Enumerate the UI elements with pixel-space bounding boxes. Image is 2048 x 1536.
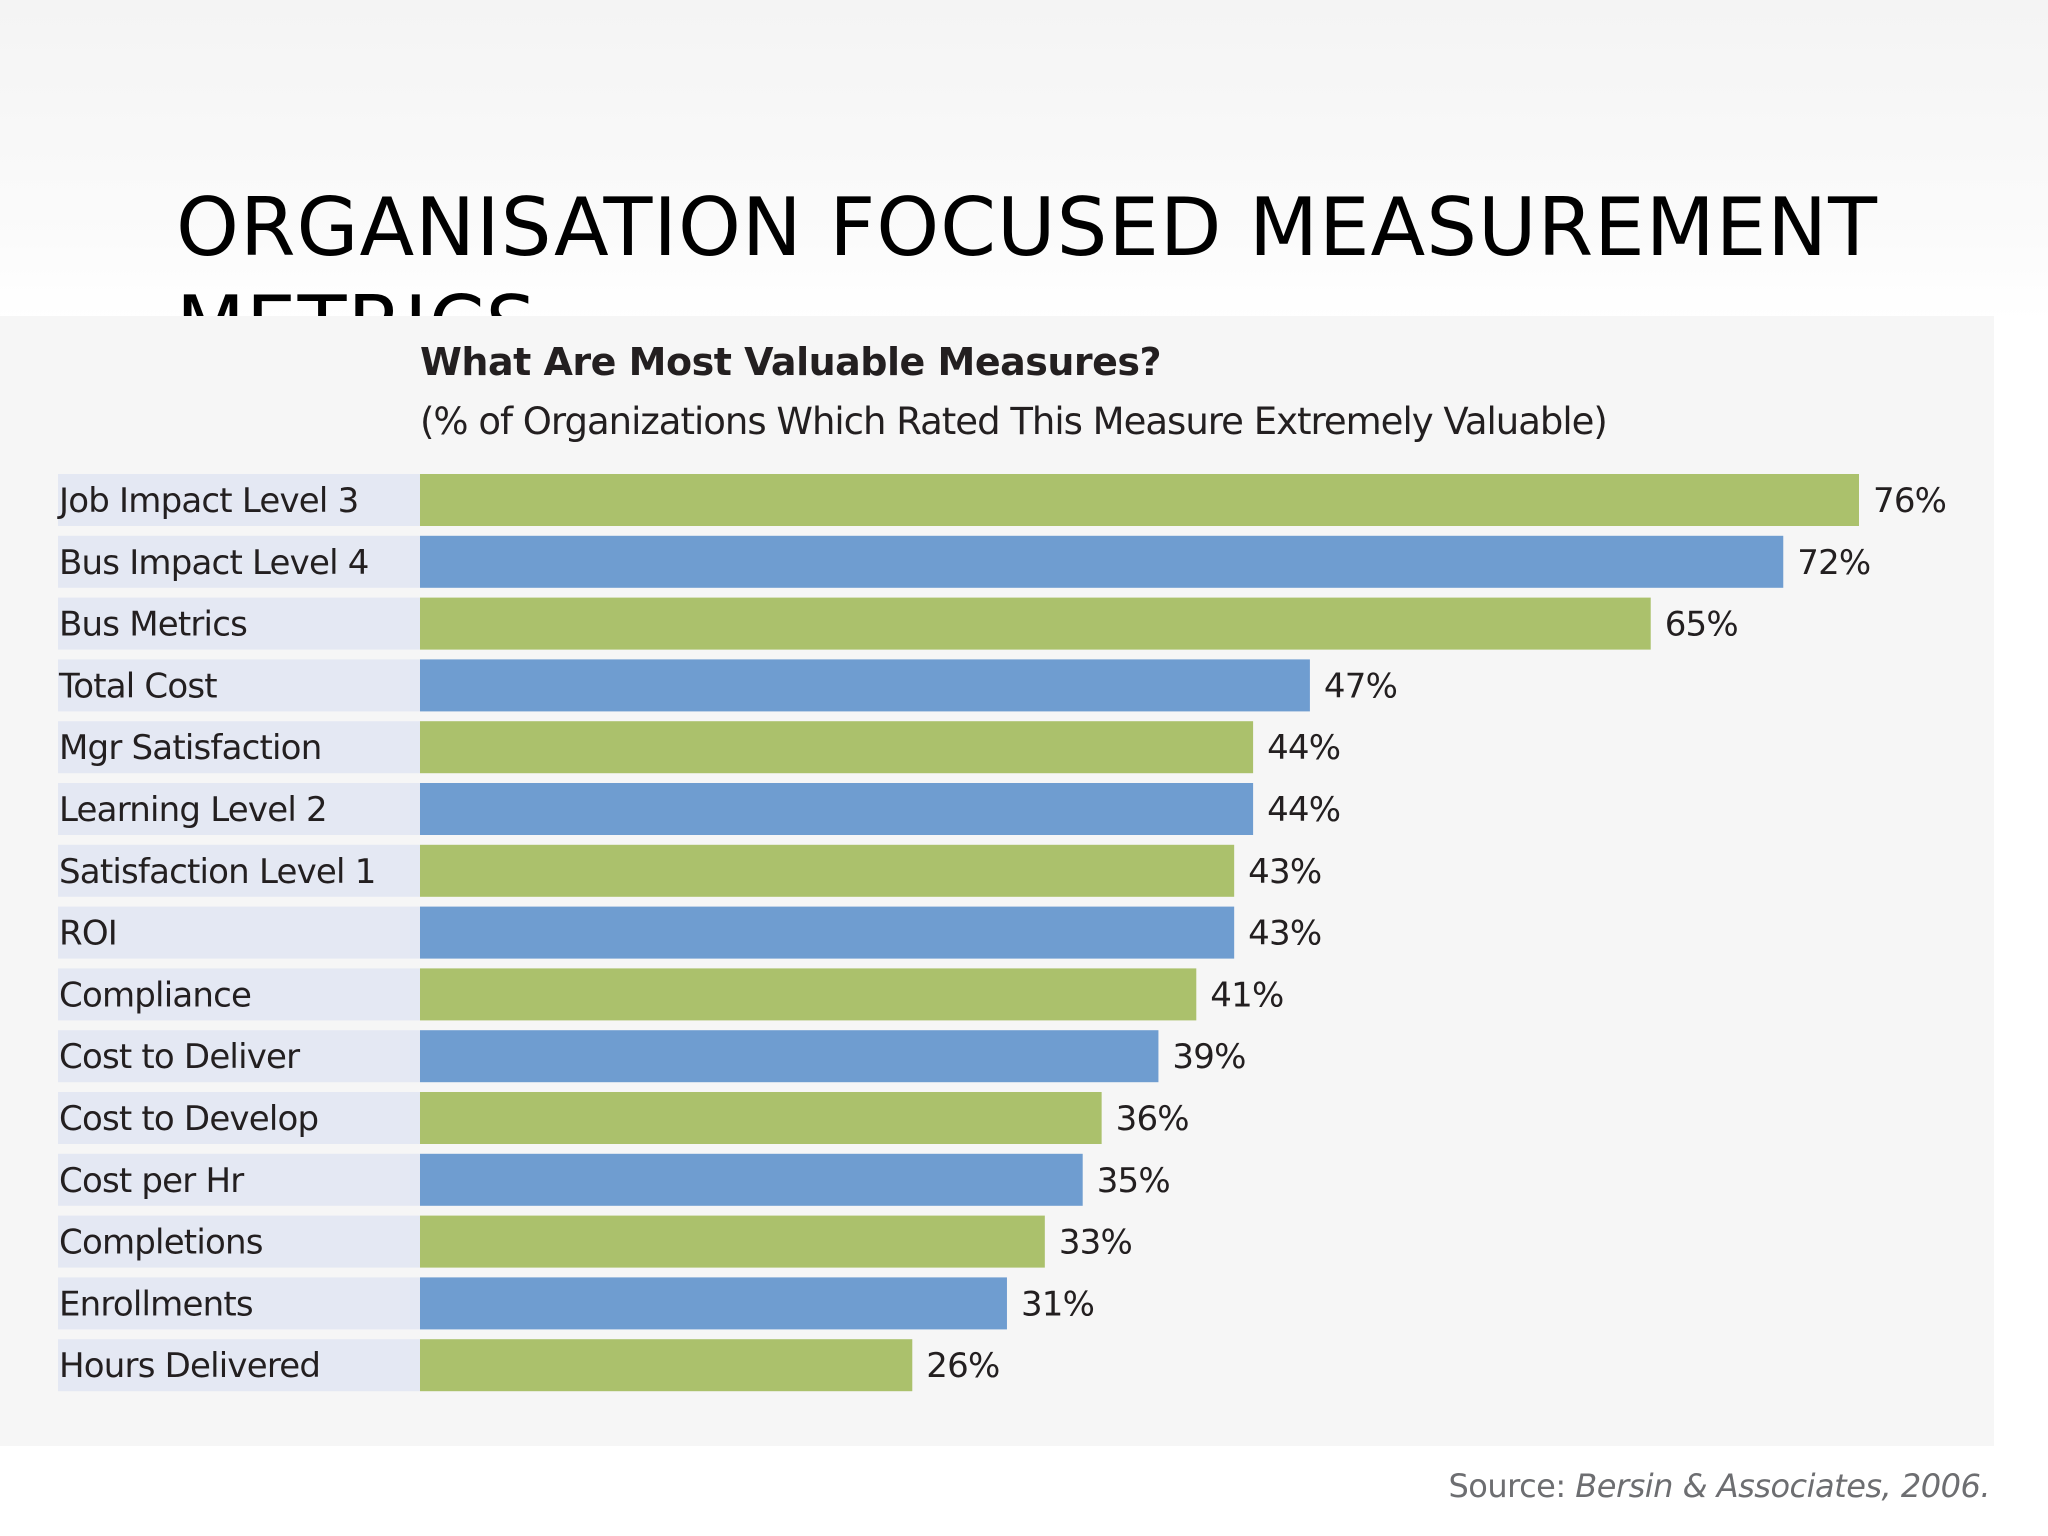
category-label-band [58, 1153, 420, 1206]
category-label-band [58, 906, 420, 959]
value-label: 43% [1248, 852, 1321, 892]
category-label: Satisfaction Level 1 [59, 852, 376, 892]
slide-title-line2-clip: METRICS [176, 276, 776, 316]
bar [420, 1153, 1083, 1206]
category-label-band [58, 597, 420, 650]
category-label-band [58, 721, 420, 774]
bar [420, 659, 1310, 712]
category-label-band [58, 659, 420, 712]
category-label: Job Impact Level 3 [57, 481, 358, 521]
bar [420, 1215, 1045, 1268]
value-label: 44% [1267, 728, 1340, 768]
category-label-band [58, 1277, 420, 1330]
category-label-band [58, 968, 420, 1021]
value-label: 65% [1665, 605, 1738, 645]
category-label-band [58, 1030, 420, 1083]
category-label: Compliance [59, 975, 251, 1015]
value-label: 33% [1059, 1223, 1132, 1263]
category-label: Bus Metrics [59, 605, 247, 645]
value-label: 26% [926, 1346, 999, 1386]
category-label: Total Cost [58, 666, 217, 706]
bar [420, 535, 1784, 588]
bar [420, 721, 1254, 774]
source-label: Source: [1448, 1467, 1566, 1505]
category-label: Cost to Develop [59, 1099, 318, 1139]
slide-title-line2: METRICS [176, 276, 776, 316]
category-label: ROI [59, 914, 117, 954]
source-note: Source: Bersin & Associates, 2006. [1448, 1467, 1990, 1505]
bar [420, 906, 1235, 959]
category-label: Learning Level 2 [59, 790, 327, 830]
chart-title: What Are Most Valuable Measures? [420, 340, 1162, 384]
value-label: 72% [1797, 543, 1870, 583]
source-text: Bersin & Associates, 2006. [1575, 1467, 1990, 1505]
category-label: Bus Impact Level 4 [59, 543, 369, 583]
bar [420, 968, 1197, 1021]
category-label: Cost to Deliver [59, 1037, 300, 1077]
bar [420, 783, 1254, 835]
bar [420, 597, 1651, 650]
category-label: Mgr Satisfaction [59, 728, 321, 768]
bar [420, 1030, 1159, 1083]
value-label: 36% [1116, 1099, 1189, 1139]
value-label: 39% [1172, 1037, 1245, 1077]
category-label-band [58, 474, 420, 526]
category-label-band [58, 535, 420, 588]
value-label: 31% [1021, 1284, 1094, 1324]
category-label-band [58, 783, 420, 835]
value-label: 47% [1324, 666, 1397, 706]
category-label: Enrollments [59, 1284, 253, 1324]
category-label-band [58, 1215, 420, 1268]
bar [420, 844, 1235, 897]
category-label: Cost per Hr [59, 1161, 244, 1201]
chart-subtitle: (% of Organizations Which Rated This Mea… [420, 400, 1608, 443]
value-label: 44% [1267, 790, 1340, 830]
value-label: 43% [1248, 914, 1321, 954]
bar [420, 474, 1859, 526]
bar [420, 1092, 1102, 1144]
bar [420, 1277, 1007, 1330]
bar [420, 1339, 913, 1392]
value-label: 35% [1097, 1161, 1170, 1201]
category-label: Hours Delivered [59, 1346, 320, 1386]
category-label-band [58, 1339, 420, 1392]
value-label: 76% [1873, 481, 1946, 521]
category-label-band [58, 844, 420, 897]
slide-title: ORGANISATION FOCUSED MEASUREMENT [176, 181, 1878, 274]
value-label: 41% [1210, 975, 1283, 1015]
category-label-band [58, 1092, 420, 1144]
category-label: Completions [59, 1223, 263, 1263]
